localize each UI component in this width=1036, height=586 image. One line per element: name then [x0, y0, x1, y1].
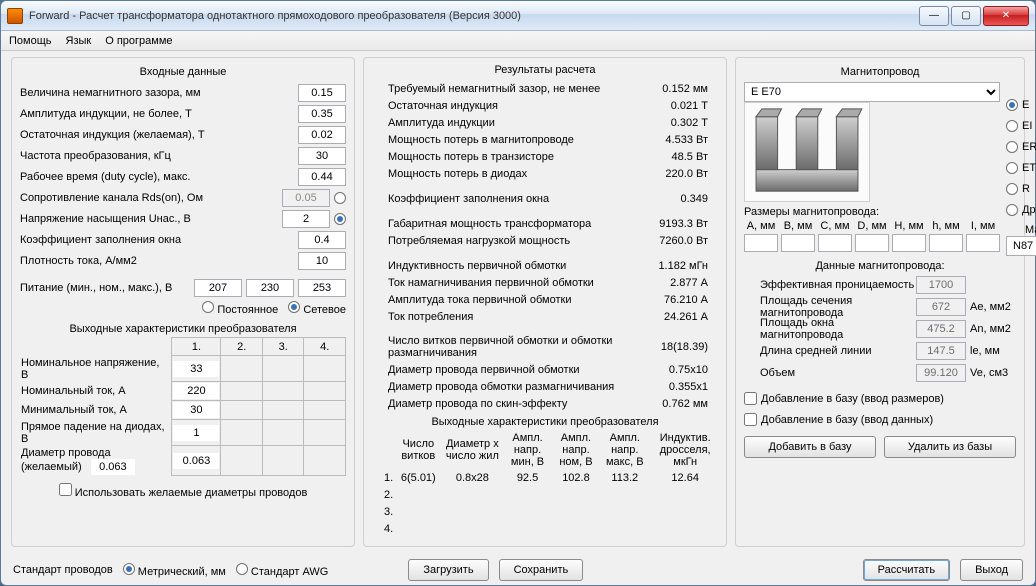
add-data-check[interactable]: Добавление в базу (ввод данных) — [744, 409, 1016, 430]
vdiode-1[interactable] — [173, 425, 219, 441]
output-table: 1.2.3.4. Номинальное напряжение, В Номин… — [20, 337, 346, 476]
save-button[interactable]: Сохранить — [499, 559, 584, 581]
usat-radio[interactable] — [334, 213, 346, 225]
supply-label: Питание (мин., ном., макс.), В — [20, 282, 190, 294]
rds-radio[interactable] — [334, 192, 346, 204]
maximize-button[interactable]: ▢ — [951, 6, 981, 26]
dwire-b[interactable] — [173, 453, 219, 469]
close-button[interactable]: ✕ — [983, 6, 1029, 26]
brem-label: Остаточная индукция (желаемая), Т — [20, 129, 294, 141]
del-db-button[interactable]: Удалить из базы — [884, 436, 1016, 458]
inom-1[interactable] — [173, 383, 219, 399]
out-char-table: Число витков Диаметр x число жил Ампл. н… — [368, 430, 722, 538]
bmax-input[interactable] — [298, 105, 346, 123]
brem-input[interactable] — [298, 126, 346, 144]
app-window: Forward - Расчет трансформатора однотакт… — [0, 0, 1036, 586]
core-select[interactable]: E E70 — [744, 82, 1000, 102]
gap-input[interactable] — [298, 84, 346, 102]
window-title: Forward - Расчет трансформатора однотакт… — [29, 10, 919, 22]
supply-const[interactable]: Постоянное — [202, 301, 278, 316]
core-title: Магнитопровод — [744, 66, 1016, 78]
dims-label: Размеры магнитопровода: — [744, 206, 1000, 218]
gap-label: Величина немагнитного зазора, мм — [20, 87, 294, 99]
shape-other[interactable]: Другая — [1006, 199, 1036, 220]
win-val — [916, 320, 966, 338]
supply-min[interactable] — [194, 279, 242, 297]
vol-label: Объем — [744, 367, 916, 379]
add-dims-check[interactable]: Добавление в базу (ввод размеров) — [744, 388, 1016, 409]
dim-B[interactable] — [781, 234, 815, 252]
material-label: Материал — [1006, 224, 1036, 236]
duty-label: Рабочее время (duty cycle), макс. — [20, 171, 294, 183]
dim-C[interactable] — [818, 234, 852, 252]
shape-ER[interactable]: ER — [1006, 136, 1036, 157]
area-val — [916, 298, 966, 316]
exit-button[interactable]: Выход — [960, 559, 1023, 581]
menubar: Помощь Язык О программе — [1, 31, 1035, 51]
shape-R[interactable]: R — [1006, 178, 1036, 199]
dim-h2[interactable] — [929, 234, 963, 252]
jdens-input[interactable] — [298, 252, 346, 270]
add-db-button[interactable]: Добавить в базу — [744, 436, 876, 458]
menu-lang[interactable]: Язык — [66, 35, 92, 47]
dim-D[interactable] — [855, 234, 889, 252]
output-params-title: Выходные характеристики преобразователя — [20, 323, 346, 335]
jdens-label: Плотность тока, А/мм2 — [20, 255, 294, 267]
imin-1[interactable] — [173, 402, 219, 418]
dim-H[interactable] — [892, 234, 926, 252]
usat-label: Напряжение насыщения Uнас., В — [20, 213, 278, 225]
calc-button[interactable]: Рассчитать — [863, 559, 950, 581]
load-button[interactable]: Загрузить — [408, 559, 488, 581]
shape-EI[interactable]: EI — [1006, 115, 1036, 136]
shape-ETD[interactable]: ETD — [1006, 157, 1036, 178]
wire-std-label: Стандарт проводов — [13, 564, 113, 576]
dim-A[interactable] — [744, 234, 778, 252]
win-label: Площадь окна магнитопровода — [744, 317, 916, 341]
supply-mains[interactable]: Сетевое — [288, 301, 346, 316]
freq-input[interactable] — [298, 147, 346, 165]
duty-input[interactable] — [298, 168, 346, 186]
core-data-title: Данные магнитопровода: — [744, 260, 1016, 272]
vol-val — [916, 364, 966, 382]
std-awg[interactable]: Стандарт AWG — [236, 563, 329, 578]
std-metric[interactable]: Метрический, мм — [123, 563, 226, 578]
menu-about[interactable]: О программе — [105, 35, 172, 47]
supply-nom[interactable] — [246, 279, 294, 297]
freq-label: Частота преобразования, кГц — [20, 150, 294, 162]
app-icon — [7, 8, 23, 24]
minimize-button[interactable]: — — [919, 6, 949, 26]
use-wire-check[interactable]: Использовать желаемые диаметры проводов — [59, 483, 308, 499]
titlebar[interactable]: Forward - Расчет трансформатора однотакт… — [1, 1, 1035, 31]
vnom-1[interactable] — [173, 361, 219, 377]
len-label: Длина средней линии — [744, 345, 916, 357]
rds-label: Сопротивление канала Rds(on), Ом — [20, 192, 278, 204]
out-char-title: Выходные характеристики преобразователя — [368, 416, 722, 428]
perm-label: Эффективная проницаемость — [744, 279, 916, 291]
results-list: Требуемый немагнитный зазор, не менее0.1… — [368, 80, 722, 412]
input-title: Входные данные — [20, 66, 346, 78]
area-label: Площадь сечения магнитопровода — [744, 295, 916, 319]
rds-input[interactable] — [282, 189, 330, 207]
dim-I[interactable] — [966, 234, 1000, 252]
shape-label: Форма — [1006, 82, 1036, 94]
shape-E[interactable]: E — [1006, 94, 1036, 115]
results-title: Результаты расчета — [368, 64, 722, 76]
supply-max[interactable] — [298, 279, 346, 297]
len-val — [916, 342, 966, 360]
material-select[interactable]: N87 Epcos — [1006, 236, 1036, 256]
kw-label: Коэффициент заполнения окна — [20, 234, 294, 246]
perm-val — [916, 276, 966, 294]
bmax-label: Амплитуда индукции, не более, Т — [20, 108, 294, 120]
usat-input[interactable] — [282, 210, 330, 228]
core-image — [744, 102, 870, 202]
footer: Стандарт проводов Метрический, мм Станда… — [1, 551, 1035, 585]
kw-input[interactable] — [298, 231, 346, 249]
dwire-a[interactable] — [91, 459, 135, 475]
dims-header: A, ммB, ммC, ммD, ммH, ммh, ммI, мм — [744, 220, 1000, 232]
menu-help[interactable]: Помощь — [9, 35, 52, 47]
